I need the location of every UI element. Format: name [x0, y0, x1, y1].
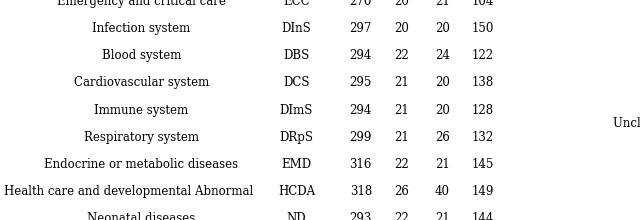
Text: Unclassified (67): Unclassified (67) [613, 117, 640, 130]
